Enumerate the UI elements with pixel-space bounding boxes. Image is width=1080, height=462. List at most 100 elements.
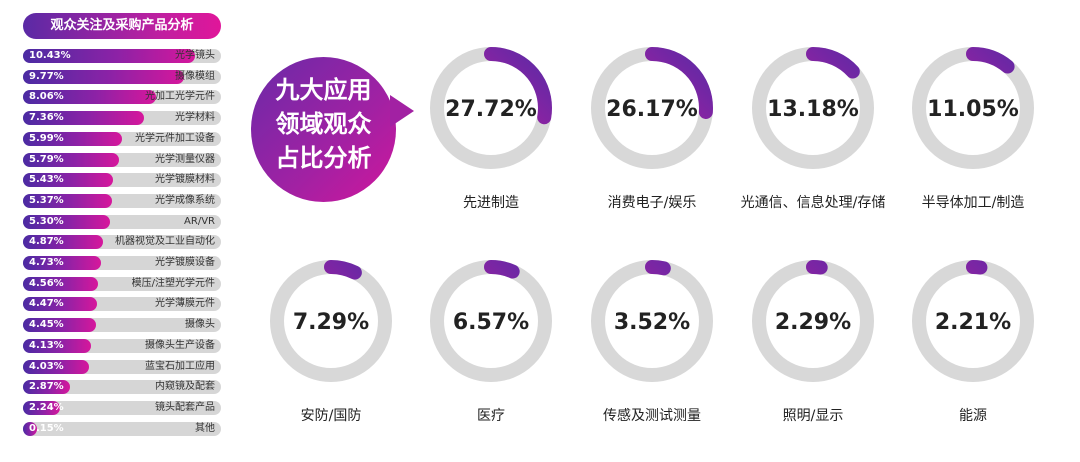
donut-chart: 2.29% — [752, 260, 874, 382]
bar-category-label: 蓝宝石加工应用 — [145, 360, 215, 372]
donut-slice — [752, 260, 874, 382]
bar-value-label: 7.36% — [29, 112, 64, 124]
bar-row: 4.47% 光学薄膜元件 — [23, 297, 221, 312]
bar-category-label: AR/VR — [184, 215, 215, 227]
bar-category-label: 摄像头生产设备 — [145, 339, 215, 351]
donut-slice — [430, 260, 552, 382]
bar-value-label: 4.56% — [29, 277, 64, 289]
donut-value-label: 27.72% — [445, 97, 537, 122]
bar-category-label: 光学镀膜设备 — [155, 257, 215, 268]
bar-category-label: 模压/注塑光学元件 — [131, 277, 215, 289]
donut-value-label: 2.21% — [935, 310, 1011, 335]
donut-value-label: 2.29% — [775, 310, 851, 335]
bar-row: 5.37% 光学成像系统 — [23, 193, 221, 208]
bar-value-label: 9.77% — [29, 70, 64, 82]
bar — [23, 69, 185, 84]
bar-row: 5.79% 光学测量仪器 — [23, 152, 221, 167]
donut-category-label: 光通信、信息处理/存储 — [740, 195, 886, 211]
bar-track — [23, 400, 221, 415]
bar-category-label: 摄像头 — [185, 319, 215, 331]
bar-category-label: 机器视觉及工业自动化 — [115, 236, 215, 248]
donut-category-label: 医疗 — [477, 408, 505, 424]
bar — [23, 173, 113, 188]
bar-value-label: 4.87% — [29, 236, 64, 248]
donut-value-label: 11.05% — [927, 97, 1019, 122]
bar — [23, 338, 92, 353]
bar-row: 2.24% 镜头配套产品 — [23, 400, 221, 415]
donut-slice — [752, 47, 874, 169]
bar-row: 4.03% 蓝宝石加工应用 — [23, 359, 221, 374]
donut-slice — [270, 260, 392, 382]
title-badge-pointer — [390, 95, 414, 127]
donut-slice — [591, 47, 713, 169]
bar — [23, 152, 119, 167]
bar-category-label: 光学薄膜元件 — [155, 298, 215, 310]
bar — [23, 318, 97, 333]
bar-category-label: 光学测量仪器 — [155, 153, 215, 165]
donut-category-label: 先进制造 — [463, 195, 519, 211]
donut-category-label: 传感及测试测量 — [603, 408, 701, 424]
donut-value-label: 13.18% — [767, 97, 859, 122]
bar-value-label: 4.73% — [29, 257, 64, 268]
bar-value-label: 5.30% — [29, 215, 64, 227]
donut-slice — [430, 47, 552, 169]
donut-value-label: 6.57% — [453, 310, 529, 335]
bar-row: 4.87% 机器视觉及工业自动化 — [23, 235, 221, 250]
bar-value-label: 10.43% — [29, 50, 71, 61]
donut-category-label: 照明/显示 — [782, 408, 844, 424]
bar-value-label: 4.03% — [29, 360, 64, 372]
bar — [23, 49, 196, 63]
bar-row: 4.56% 模压/注塑光学元件 — [23, 276, 221, 291]
bar-row: 4.45% 摄像头 — [23, 318, 221, 333]
donut-chart: 2.21% — [912, 260, 1034, 382]
bar — [23, 297, 97, 312]
donut-category-label: 半导体加工/制造 — [921, 195, 1025, 211]
donut-chart: 6.57% — [430, 260, 552, 382]
bar-category-label: 镜头配套产品 — [155, 401, 215, 413]
bar — [23, 380, 71, 395]
bar-row: 4.13% 摄像头生产设备 — [23, 338, 221, 353]
left-panel-title: 观众关注及采购产品分析 — [23, 13, 221, 39]
bar-value-label: 4.13% — [29, 339, 64, 351]
donut-chart: 26.17% — [591, 47, 713, 169]
application-title-text: 九大应用 领域观众 占比分析 — [251, 73, 396, 175]
bar-row: 2.87% 内窥镜及配套 — [23, 380, 221, 395]
donut-category-label: 安防/国防 — [300, 408, 362, 424]
bar — [23, 193, 112, 208]
donut-chart: 3.52% — [591, 260, 713, 382]
bar-value-label: 2.87% — [29, 381, 64, 393]
application-title-badge — [251, 57, 396, 202]
bar-value-label: 8.06% — [29, 91, 64, 103]
donut-chart: 11.05% — [912, 47, 1034, 169]
donut-slice — [591, 260, 713, 382]
donut-value-label: 26.17% — [606, 97, 698, 122]
bar-category-label: 其他 — [195, 422, 215, 434]
bar-value-label: 5.37% — [29, 194, 64, 206]
bar-category-label: 光学镜头 — [175, 50, 215, 61]
bar-value-label: 4.47% — [29, 298, 64, 310]
bar-category-label: 光学元件加工设备 — [135, 132, 215, 144]
bar — [23, 131, 122, 146]
donut-slice — [912, 260, 1034, 382]
bar-value-label: 5.79% — [29, 153, 64, 165]
bar — [23, 400, 60, 415]
bar-value-label: 0.15% — [29, 422, 64, 434]
bar-category-label: 光加工光学元件 — [145, 91, 215, 103]
bar-category-label: 光学成像系统 — [155, 194, 215, 206]
donut-chart: 7.29% — [270, 260, 392, 382]
bar-row: 7.36% 光学材料 — [23, 111, 221, 126]
bar-row: 0.15% 其他 — [23, 421, 221, 436]
donut-value-label: 7.29% — [293, 310, 369, 335]
bar-category-label: 光学镀膜材料 — [155, 174, 215, 186]
bar — [23, 256, 102, 270]
bar — [23, 235, 104, 250]
bar-row: 9.77% 摄像模组 — [23, 69, 221, 84]
donut-category-label: 消费电子/娱乐 — [607, 195, 697, 211]
bar-row: 10.43% 光学镜头 — [23, 49, 221, 63]
title-line-1: 九大应用 — [275, 76, 372, 104]
bar-row: 8.06% 光加工光学元件 — [23, 90, 221, 105]
bar — [23, 359, 90, 374]
bar — [23, 111, 145, 126]
bar-value-label: 2.24% — [29, 401, 64, 413]
